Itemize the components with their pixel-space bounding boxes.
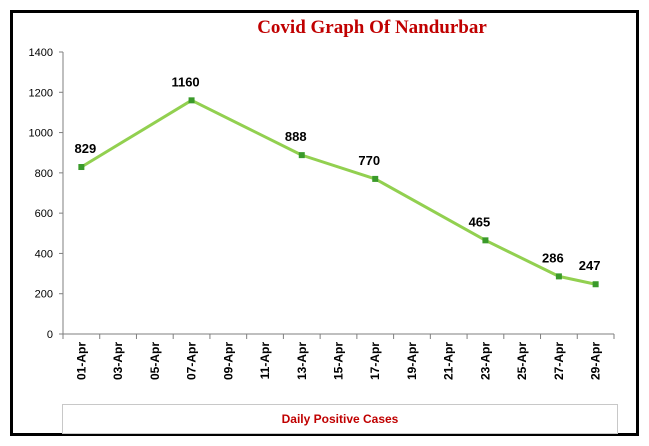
data-point [592, 281, 599, 288]
x-tick-label: 03-Apr [111, 342, 125, 380]
x-tick-label: 11-Apr [258, 342, 272, 380]
x-tick-label: 05-Apr [148, 342, 162, 380]
data-point [372, 175, 379, 182]
data-label: 1160 [171, 74, 199, 89]
y-tick-label: 200 [35, 289, 53, 301]
x-tick-label: 19-Apr [405, 342, 419, 380]
x-tick-label: 09-Apr [221, 342, 235, 380]
data-point [188, 97, 195, 104]
y-tick-label: 800 [35, 168, 53, 180]
data-label: 829 [75, 141, 97, 156]
data-point [482, 237, 489, 244]
data-point [298, 152, 305, 159]
data-label: 286 [542, 250, 564, 265]
x-tick-label: 29-Apr [589, 342, 603, 380]
x-tick-label: 21-Apr [442, 342, 456, 380]
y-tick-label: 400 [35, 248, 53, 260]
data-label: 888 [285, 129, 307, 144]
data-label: 247 [579, 258, 601, 273]
x-tick-label: 13-Apr [295, 342, 309, 380]
data-label: 465 [469, 214, 491, 229]
x-tick-label: 01-Apr [74, 342, 88, 380]
data-point [555, 273, 562, 280]
legend-box: Daily Positive Cases [62, 404, 618, 434]
chart-frame [10, 10, 639, 436]
x-tick-label: 17-Apr [368, 342, 382, 380]
x-tick-label: 23-Apr [478, 342, 492, 380]
data-point [78, 164, 85, 171]
x-tick-label: 07-Apr [185, 342, 199, 380]
series-line [80, 98, 596, 286]
chart-title: Covid Graph Of Nandurbar [257, 17, 487, 38]
y-tick-label: 1400 [29, 47, 53, 59]
y-tick-label: 1200 [29, 87, 53, 99]
legend-label: Daily Positive Cases [281, 412, 399, 426]
y-tick-label: 1000 [29, 128, 53, 140]
y-tick-label: 600 [35, 208, 53, 220]
data-label: 770 [358, 153, 380, 168]
x-tick-label: 25-Apr [515, 342, 529, 380]
x-tick-label: 15-Apr [332, 342, 346, 380]
y-tick-label: 0 [47, 329, 53, 341]
x-tick-label: 27-Apr [552, 342, 566, 380]
